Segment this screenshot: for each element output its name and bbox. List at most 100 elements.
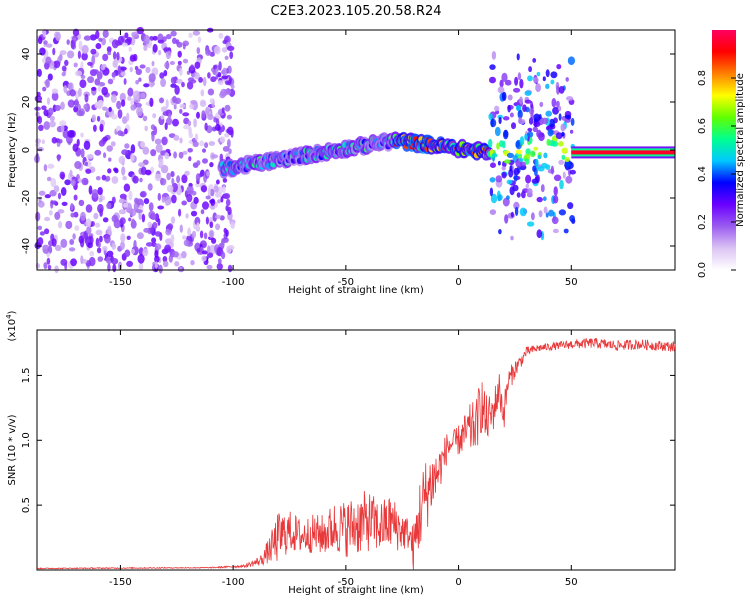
heat-cell (222, 146, 230, 152)
heat-cell (100, 64, 106, 71)
heat-cell (488, 138, 493, 148)
heat-cell (501, 72, 508, 82)
heat-cell (65, 220, 73, 230)
heat-cell (504, 159, 511, 164)
heat-cell (545, 110, 552, 117)
heat-cell (118, 198, 126, 204)
heat-cell (533, 77, 539, 83)
heat-cell (170, 234, 175, 243)
heat-cell (558, 86, 565, 94)
heat-cell (564, 114, 572, 119)
heat-cell (97, 85, 101, 92)
heat-cell (110, 94, 117, 103)
heat-cell (97, 187, 103, 195)
heat-cell (542, 76, 546, 82)
heat-cell (130, 98, 134, 107)
heat-cell (70, 202, 74, 211)
heat-cell (531, 212, 535, 221)
heat-cell (70, 258, 77, 267)
heat-cell (152, 113, 157, 119)
heat-cell (519, 78, 524, 89)
heat-cell (189, 103, 195, 109)
heat-cell (164, 122, 168, 130)
heat-cell (108, 157, 112, 162)
heat-cell (84, 93, 89, 103)
heat-cell (490, 118, 497, 128)
heat-cell (123, 183, 131, 192)
heat-cell (171, 194, 177, 204)
heat-cell (201, 250, 208, 255)
heat-cell (229, 51, 234, 59)
heat-cell (132, 175, 139, 184)
heat-cell (46, 176, 52, 182)
heat-cell (196, 222, 200, 231)
heat-cell (129, 55, 136, 62)
colorbar-ticks: 0.0 0.2 0.4 0.6 0.8 (697, 70, 736, 278)
heat-cell (174, 97, 182, 105)
heat-cell (153, 126, 158, 136)
heat-cell (204, 142, 209, 149)
heat-cell (170, 76, 177, 85)
heat-cell (209, 188, 215, 197)
heat-cell (87, 61, 93, 66)
x-tick-label: 0 (455, 277, 461, 288)
heat-cell (567, 202, 574, 210)
heat-cell (43, 40, 48, 45)
heat-cell (207, 113, 214, 121)
heat-cell (514, 206, 519, 216)
heat-cell (563, 228, 569, 234)
heat-cell (83, 140, 91, 150)
heat-cell (177, 50, 182, 58)
x-tick-label: 0 (455, 577, 461, 588)
heat-cell (215, 223, 221, 231)
heat-cell (111, 71, 117, 78)
heat-cell (150, 149, 157, 157)
heat-cell (135, 209, 143, 214)
heat-cell (97, 256, 104, 262)
heat-cell (111, 114, 118, 120)
heat-cell (160, 106, 168, 113)
heat-cell (74, 161, 82, 169)
x-tick-label: -150 (109, 577, 132, 588)
y-tick-label: 20 (21, 96, 32, 109)
heat-cell (67, 130, 75, 138)
heat-cell (224, 133, 230, 138)
heat-cell (111, 242, 117, 250)
heat-cell (567, 56, 576, 65)
heat-cell (490, 162, 496, 168)
heat-cell (73, 194, 78, 201)
heat-cell (225, 205, 229, 212)
heat-cell (513, 201, 520, 210)
heat-cell (201, 110, 206, 119)
colorbar: 0.0 0.2 0.4 0.6 0.8 Normalized spectral ampl… (697, 30, 746, 278)
heat-cell (504, 214, 509, 224)
heat-cell (532, 165, 536, 172)
heat-cell (224, 55, 229, 60)
heat-cell (183, 124, 190, 130)
heat-cell (530, 150, 536, 158)
heat-cell (535, 158, 539, 169)
heat-cell (197, 36, 202, 43)
heat-cell (196, 47, 201, 55)
heat-cell (47, 107, 54, 116)
colorbar-tick-label: 0.8 (697, 70, 708, 86)
heat-cell (564, 156, 570, 163)
heat-cell (542, 196, 547, 201)
heat-cell (96, 247, 102, 254)
heat-cell (102, 106, 108, 111)
heat-cell (164, 244, 172, 253)
x-tick-label: -100 (222, 277, 245, 288)
heat-cell (182, 112, 190, 117)
heat-cell (513, 167, 520, 176)
heat-cell (35, 153, 40, 163)
heat-cell (207, 187, 211, 197)
heat-cell (116, 100, 122, 110)
heat-cell (52, 47, 56, 56)
heat-cell (101, 174, 107, 181)
heat-cell (131, 31, 139, 37)
heat-cell (524, 133, 528, 141)
heat-cell (551, 141, 559, 147)
heat-cell (165, 99, 169, 109)
heat-cell (43, 121, 51, 130)
heat-cell (152, 43, 158, 53)
